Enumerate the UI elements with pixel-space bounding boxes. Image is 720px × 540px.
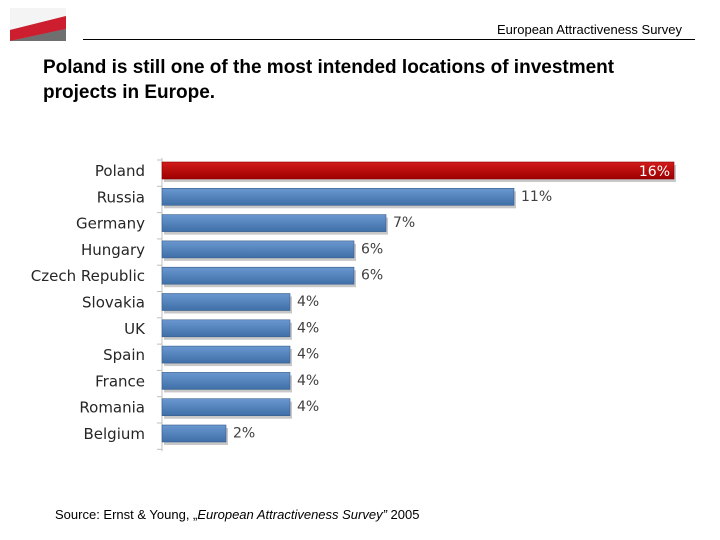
bar-slovakia <box>161 293 291 311</box>
data-label: 11% <box>521 189 552 205</box>
bar-russia <box>161 187 515 206</box>
bar-uk <box>161 319 291 338</box>
data-label: 6% <box>361 268 383 284</box>
data-label: 4% <box>297 373 319 389</box>
data-label: 4% <box>297 294 319 310</box>
data-label: 4% <box>297 347 319 363</box>
category-label: Romania <box>79 399 145 417</box>
bar-romania <box>161 398 291 416</box>
data-label: 4% <box>297 399 319 415</box>
poland-flag-icon <box>10 8 66 41</box>
category-label: Czech Republic <box>31 267 145 285</box>
category-label: Russia <box>97 188 145 206</box>
data-label: 4% <box>297 320 319 336</box>
category-label: Slovakia <box>82 294 145 312</box>
slide-title: Poland is still one of the most intended… <box>43 57 615 103</box>
source-note: Source: Ernst & Young, „European Attract… <box>55 507 419 522</box>
bar-belgium <box>161 424 227 443</box>
category-label: France <box>95 372 145 390</box>
bar-france <box>161 372 291 390</box>
source-year: 2005 <box>386 507 420 522</box>
data-label: 16% <box>639 164 670 180</box>
bar-poland <box>161 161 675 180</box>
bar-czech-republic <box>161 266 355 285</box>
category-label: Belgium <box>84 425 146 443</box>
data-label: 6% <box>361 241 383 257</box>
survey-label: European Attractiveness Survey <box>497 22 682 37</box>
category-label: Spain <box>103 346 145 364</box>
category-label: UK <box>124 320 146 338</box>
bar-germany <box>161 214 387 232</box>
data-label: 7% <box>393 215 415 231</box>
source-prefix: Source: Ernst & Young, „ <box>55 507 198 522</box>
category-label: Poland <box>95 162 145 180</box>
category-label: Germany <box>76 215 145 233</box>
bar-chart: Poland 16% Russia 11% Germany 7% Hungary 6% Czec… <box>31 158 676 452</box>
bar-spain <box>161 345 291 364</box>
bar-hungary <box>161 240 355 259</box>
category-label: Hungary <box>81 241 145 259</box>
header-divider <box>83 39 695 40</box>
source-title: European Attractiveness Survey” <box>197 507 387 522</box>
data-label: 2% <box>233 426 255 442</box>
